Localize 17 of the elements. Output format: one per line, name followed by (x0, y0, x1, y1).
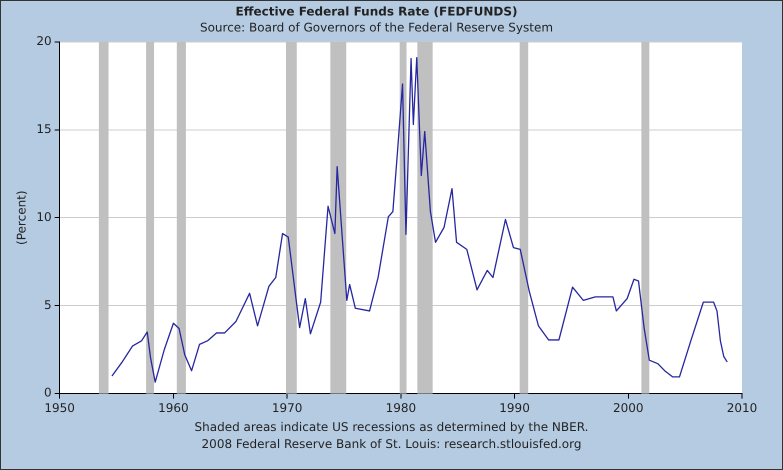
x-tick-label: 1960 (158, 400, 189, 415)
text: 2008 Federal Reserve Bank of St. Louis: research.stlouisfed.org (200, 436, 582, 453)
y-tick-label: 10 (36, 210, 52, 224)
y-tick-label: 20 (36, 34, 52, 48)
x-tick-label: 2010 (726, 400, 758, 415)
chart-title: Effective Federal Funds Rate (FEDFUNDS) (236, 4, 518, 18)
y-tick-label: 0 (44, 386, 52, 400)
y-tick-label: 5 (44, 298, 52, 312)
x-tick-label: 1990 (499, 400, 530, 415)
x-tick-label: 1950 (44, 400, 75, 415)
x-tick-label: 1970 (272, 400, 302, 415)
text: Shaded areas indicate US recessions as determined by the NBER. (194, 419, 590, 436)
y-axis-title: (Percent) (14, 190, 28, 245)
chart-subtitle: Source: Board of Governors of the Federal Reserve System (200, 20, 554, 35)
x-tick-label: 1980 (386, 400, 416, 415)
y-tick-label: 15 (36, 122, 52, 136)
x-tick-label: 2000 (613, 400, 644, 415)
